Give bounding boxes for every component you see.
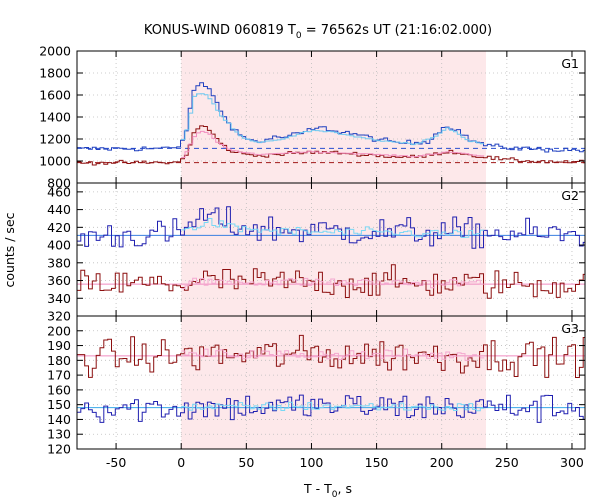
panel-G3-ytick-label: 120 (47, 442, 71, 457)
panel-G3-ytick-label: 130 (47, 427, 71, 442)
panel-G3-ytick-label: 160 (47, 382, 71, 397)
panel-G1-ytick-label: 800 (47, 176, 71, 191)
panel-G3-series-0 (77, 334, 585, 378)
panel-G3-ytick-label: 180 (47, 353, 71, 368)
x-tick-label: 200 (430, 455, 454, 470)
x-tick-label: 250 (495, 455, 519, 470)
panel-G3-ytick-label: 150 (47, 397, 71, 412)
panel-G2-ytick-label: 320 (47, 309, 71, 324)
x-tick-label: 0 (177, 455, 185, 470)
panel-G3-ytick-label: 170 (47, 368, 71, 383)
panel-G2-series-0 (77, 206, 585, 249)
panel-G1-ytick-label: 2000 (39, 44, 71, 59)
panel-G2-ytick-label: 400 (47, 238, 71, 253)
y-axis-label: counts / sec (2, 212, 17, 287)
panel-G3-source-0 (181, 348, 485, 361)
panel-G1-source-0 (181, 93, 485, 146)
panel-G3-ytick-label: 190 (47, 338, 71, 353)
panel-G2-ytick-label: 340 (47, 291, 71, 306)
panel-G1-ytick-label: 1400 (39, 110, 71, 125)
panel-G3-frame (76, 315, 586, 450)
chart-title: KONUS-WIND 060819 T0 = 76562s UT (21:16:… (144, 23, 492, 41)
x-tick-label: 150 (365, 455, 389, 470)
x-tick-label: -50 (106, 455, 126, 470)
x-tick-label: 100 (300, 455, 324, 470)
panel-G2-ytick-label: 420 (47, 220, 71, 235)
x-tick-label: 300 (560, 455, 584, 470)
panel-G3-ytick-label: 140 (47, 412, 71, 427)
panel-G3-ytick-label: 200 (47, 323, 71, 338)
panel-G1-ytick-label: 1600 (39, 88, 71, 103)
panel-G3-series-1 (77, 394, 585, 423)
panel-G1-ytick-label: 1200 (39, 132, 71, 147)
panel-G1-series-0 (77, 82, 585, 153)
panel-G2-ytick-label: 380 (47, 255, 71, 270)
panel-G3-source-1 (181, 401, 485, 412)
panel-G1-ytick-label: 1800 (39, 66, 71, 81)
panel-G2-source-1 (181, 277, 485, 289)
panel-G1-ytick-label: 1000 (39, 154, 71, 169)
panel-label-G2: G2 (561, 188, 579, 203)
panel-G1-source-1 (181, 130, 485, 158)
x-tick-label: 50 (238, 455, 254, 470)
panel-G2-ytick-label: 440 (47, 202, 71, 217)
panel-G2-series-1 (77, 264, 585, 299)
interval-shading (181, 51, 487, 449)
panel-G2-ytick-label: 460 (47, 184, 71, 199)
x-axis-label: T - T0, s (303, 481, 352, 500)
panel-G2-ytick-label: 360 (47, 273, 71, 288)
panel-G2-source-0 (181, 218, 485, 238)
panel-G1-series-1 (77, 125, 585, 166)
panel-label-G1: G1 (561, 56, 579, 71)
panel-label-G3: G3 (561, 321, 579, 336)
